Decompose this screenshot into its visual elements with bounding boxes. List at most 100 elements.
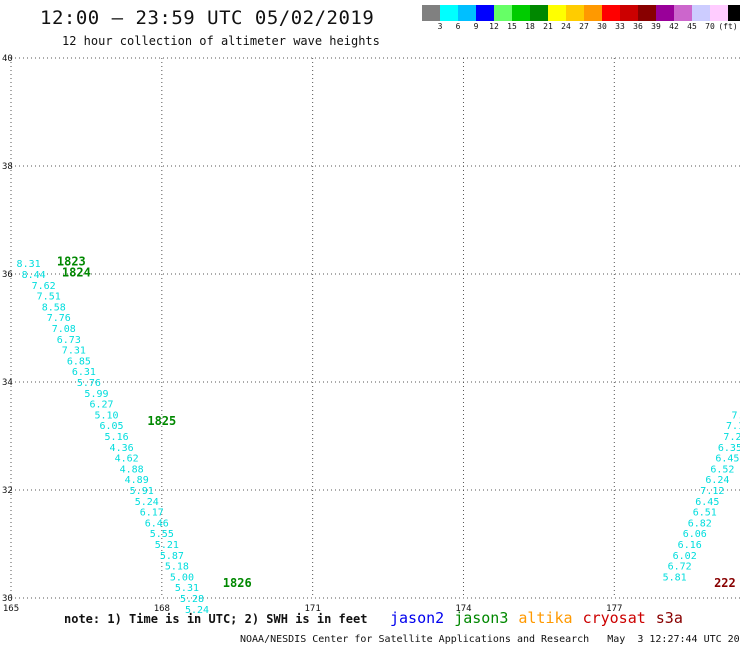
y-tick-label: 34 [2, 378, 13, 388]
wave-height-label: 4.89 [125, 475, 149, 486]
page-subtitle: 12 hour collection of altimeter wave hei… [62, 34, 380, 48]
wave-height-label: 5.76 [77, 378, 101, 389]
colorbar-label: 3 [437, 22, 443, 31]
satellite-legend-item: cryosat [582, 609, 646, 627]
colorbar-swatch [476, 5, 494, 21]
colorbar-label: 21 [543, 22, 553, 31]
wave-height-label: 6.17 [140, 508, 164, 519]
wave-height-label: 6.27 [89, 400, 113, 411]
colorbar-swatch [656, 5, 674, 21]
x-tick-label: 171 [305, 604, 321, 614]
x-tick-label: 165 [3, 604, 19, 614]
wave-height-label: 7.08 [52, 324, 76, 335]
colorbar-swatch [620, 5, 638, 21]
colorbar-label: 42 [669, 22, 679, 31]
wave-height-label: 4.62 [115, 454, 139, 465]
colorbar-label: 15 [507, 22, 517, 31]
colorbar-label: 27 [579, 22, 589, 31]
satellite-legend-item: altika [518, 609, 573, 627]
colorbar-label: 18 [525, 22, 535, 31]
wave-height-label: 6.52 [710, 464, 734, 475]
wave-height-label: 5.87 [160, 551, 184, 562]
wave-height-label: 5.00 [170, 572, 194, 583]
colorbar-label: 39 [651, 22, 661, 31]
wave-height-label: 7.31 [62, 346, 86, 357]
wave-height-label: 5.16 [105, 432, 129, 443]
wave-height-label: 5.99 [84, 389, 108, 400]
wave-height-label: 5.21 [155, 540, 179, 551]
wave-height-label: 5.55 [150, 529, 174, 540]
x-tick-label: 174 [455, 604, 471, 614]
pass-time-label: 1826 [223, 576, 252, 590]
y-tick-label: 32 [2, 486, 13, 496]
colorbar-labels: 3 6 9 12 15 18 21 24 27 30 33 36 39 42 45 70 (ft) [422, 22, 740, 34]
wave-height-label: 6.45 [695, 497, 719, 508]
wave-height-label: 6.05 [100, 421, 124, 432]
colorbar-swatch [512, 5, 530, 21]
colorbar-label: 9 [473, 22, 479, 31]
wave-height-label: 8.58 [42, 302, 66, 313]
wave-height-label: 7.76 [47, 313, 71, 324]
wave-height-label: 4.36 [110, 443, 134, 454]
wave-height-label: 6.73 [57, 335, 81, 346]
wave-height-label: 7. [731, 410, 740, 421]
colorbar-label: 30 [597, 22, 607, 31]
wave-height-label: 5.24 [135, 497, 159, 508]
wave-height-label: 6.24 [705, 475, 729, 486]
wave-height-label: 6.06 [683, 529, 707, 540]
wave-height-label: 7.12 [700, 486, 724, 497]
wave-height-label: 5.31 [175, 583, 199, 594]
wave-height-label: 6.82 [688, 518, 712, 529]
colorbar-label: 45 [687, 22, 697, 31]
wave-height-label: 5.18 [165, 562, 189, 573]
wave-height-label: 8.44 [22, 270, 46, 281]
colorbar-swatch [530, 5, 548, 21]
wave-height-label: 6.85 [67, 356, 91, 367]
wave-height-label: 5.28 [180, 594, 204, 605]
wave-height-label: 6.35 [718, 443, 740, 454]
wave-height-label: 7.1 [726, 421, 740, 432]
colorbar-label: 24 [561, 22, 571, 31]
colorbar-swatch [458, 5, 476, 21]
wave-height-label: 8.31 [17, 259, 41, 270]
wave-height-label: 6.51 [693, 508, 717, 519]
wave-height-label: 7.2 [723, 432, 740, 443]
colorbar-label: 12 [489, 22, 499, 31]
pass-time-label: 1825 [147, 414, 176, 428]
wave-height-colorbar [422, 5, 740, 21]
satellite-legend-item: s3a [655, 609, 683, 627]
wave-height-label: 4.88 [120, 464, 144, 475]
colorbar-swatch [728, 5, 740, 21]
colorbar-label: 36 [633, 22, 643, 31]
colorbar-swatch [584, 5, 602, 21]
x-tick-label: 177 [606, 604, 622, 614]
wave-height-label: 6.72 [668, 562, 692, 573]
y-tick-label: 30 [2, 594, 13, 604]
wave-height-label: 5.81 [663, 572, 687, 583]
satellite-legend-item: jason3 [454, 609, 509, 627]
colorbar-swatch [566, 5, 584, 21]
colorbar-swatch [422, 5, 440, 21]
y-tick-label: 36 [2, 270, 13, 280]
pass-time-label: 1824 [62, 265, 91, 279]
pass-time-label: 222 [714, 576, 736, 590]
wave-height-label: 5.10 [94, 410, 118, 421]
colorbar-swatch [602, 5, 620, 21]
wave-height-label: 6.45 [715, 454, 739, 465]
colorbar-swatch [548, 5, 566, 21]
wave-height-label: 6.31 [72, 367, 96, 378]
wave-height-label: 7.51 [37, 292, 61, 303]
wave-height-label: 7.62 [32, 281, 56, 292]
colorbar-swatch [674, 5, 692, 21]
y-tick-label: 40 [2, 54, 13, 64]
colorbar-label: 6 [455, 22, 461, 31]
wave-height-label: 6.02 [673, 551, 697, 562]
colorbar-swatch [494, 5, 512, 21]
colorbar-label: 70 [705, 22, 715, 31]
colorbar-swatch [692, 5, 710, 21]
page-title: 12:00 – 23:59 UTC 05/02/2019 [40, 7, 375, 29]
wave-height-label: 5.24 [185, 605, 209, 616]
colorbar-swatch [710, 5, 728, 21]
colorbar-swatch [440, 5, 458, 21]
